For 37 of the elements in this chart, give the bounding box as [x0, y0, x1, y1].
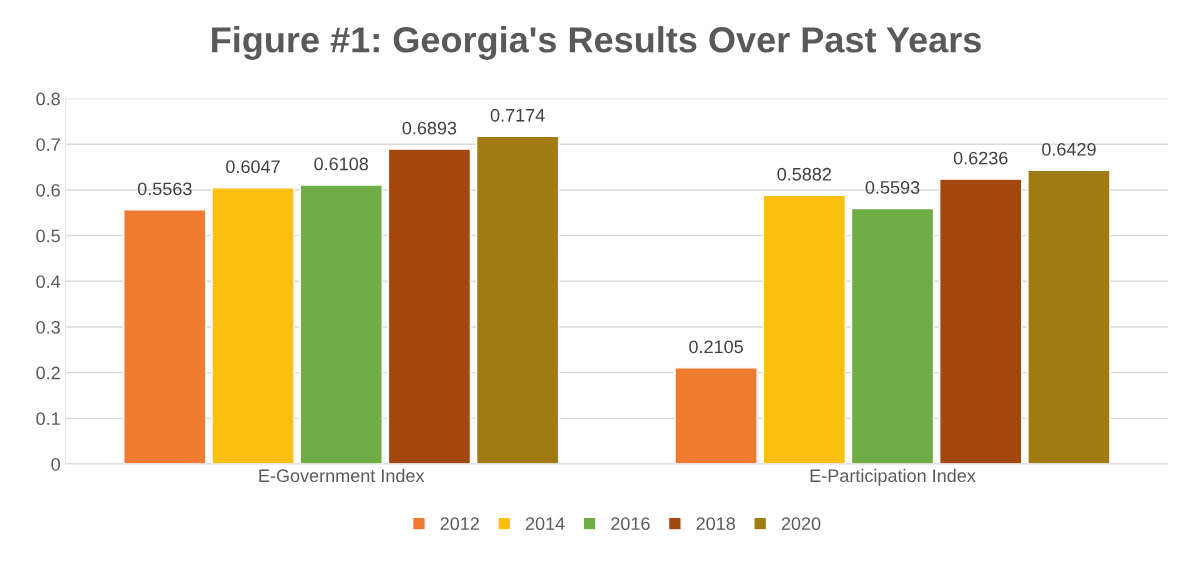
y-tick-label: 0	[51, 457, 60, 471]
y-tick-label: 0.2	[36, 366, 60, 380]
y-tick-label: 0.3	[36, 320, 60, 334]
data-label: 0.6429	[1042, 142, 1096, 156]
data-label: 0.6047	[226, 160, 280, 174]
y-tick-label: 0.8	[36, 92, 60, 106]
chart-title: Figure #1: Georgia's Results Over Past Years	[212, 26, 981, 60]
data-label: 0.6893	[402, 121, 457, 135]
legend-label: 2014	[525, 517, 565, 531]
bar	[387, 148, 472, 464]
x-tick-label: E-Government Index	[259, 468, 425, 483]
data-label: 0.5593	[865, 181, 920, 194]
bar	[939, 178, 1023, 464]
bar	[299, 184, 383, 464]
legend-label: 2018	[696, 517, 735, 531]
x-tick-label: E-Participation Index	[810, 468, 976, 486]
data-label: 0.6236	[953, 151, 1008, 165]
bar	[211, 187, 295, 464]
data-label: 0.5563	[137, 182, 192, 196]
y-tick-label: 0.1	[36, 412, 60, 426]
bar	[762, 194, 847, 464]
legend-label: 2020	[781, 517, 821, 531]
legend-label: 2016	[611, 517, 650, 531]
bar	[850, 207, 935, 464]
y-tick-label: 0.4	[36, 275, 61, 289]
bar	[1027, 169, 1111, 464]
bar	[674, 367, 758, 464]
bar	[475, 135, 560, 464]
legend-label: 2012	[440, 517, 479, 531]
data-label: 0.2105	[689, 340, 743, 354]
data-label: 0.7174	[490, 108, 545, 122]
bar	[123, 209, 207, 464]
data-label: 0.5882	[777, 167, 832, 181]
y-tick-label: 0.6	[36, 183, 60, 197]
data-label: 0.6108	[314, 157, 369, 171]
y-tick-label: 0.5	[36, 229, 60, 243]
y-tick-label: 0.7	[36, 138, 60, 151]
